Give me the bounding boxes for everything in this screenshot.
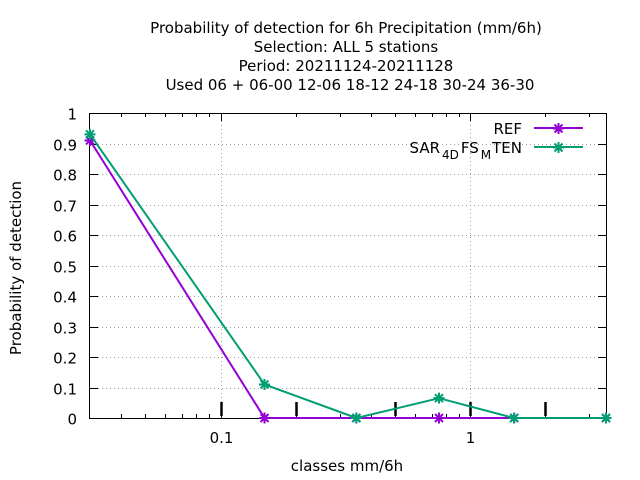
series-line [89, 133, 606, 419]
series-line [89, 139, 606, 419]
y-tick-label: 0.3 [53, 320, 77, 338]
legend-marker-sar [553, 142, 564, 153]
y-axis: 0 0.1 0.2 0.3 0.4 0.5 0.6 0.7 0.8 0.9 1 [53, 106, 606, 429]
data-point [433, 392, 445, 404]
legend-entry-sar: SAR 4D FS MTEN [410, 139, 583, 162]
legend: REF SAR 4D FS MTEN [410, 120, 583, 162]
grid-lines [90, 113, 606, 418]
y-tick-label: 0.2 [53, 350, 77, 368]
y-tick-label: 0.1 [53, 381, 77, 399]
y-tick-label: 0.9 [53, 137, 77, 155]
y-tick-label: 0.7 [53, 198, 77, 216]
y-tick-label: 0.4 [53, 289, 77, 307]
y-tick-label: 0.5 [53, 259, 77, 277]
y-tick-label: 0.8 [53, 167, 77, 185]
title-line-1: Probability of detection for 6h Precipit… [150, 19, 542, 37]
data-point [600, 412, 612, 424]
title-line-3: Period: 20211124-20211128 [239, 57, 454, 75]
data-point [258, 378, 270, 390]
y-tick-label: 0.6 [53, 228, 77, 246]
series-ref [84, 134, 612, 424]
legend-entry-ref: REF [493, 120, 583, 138]
data-point [84, 128, 96, 140]
legend-marker-ref [553, 123, 564, 134]
y-axis-label: Probability of detection [7, 181, 25, 355]
data-point [433, 412, 445, 424]
x-axis-label: classes mm/6h [291, 457, 403, 475]
series-sar [84, 128, 612, 424]
x-tick-label: 1 [466, 429, 476, 447]
data-point [258, 412, 270, 424]
y-tick-label: 0 [67, 411, 77, 429]
data-point [508, 412, 520, 424]
legend-label-sar: SAR 4D FS MTEN [410, 139, 522, 162]
x-tick-label: 0.1 [210, 429, 234, 447]
chart-title: Probability of detection for 6h Precipit… [150, 19, 542, 94]
title-line-2: Selection: ALL 5 stations [254, 38, 439, 56]
legend-label-ref: REF [493, 120, 522, 138]
data-point [84, 134, 96, 146]
title-line-4: Used 06 + 06-00 12-06 18-12 24-18 30-24 … [166, 76, 535, 94]
plot-frame [89, 113, 607, 419]
series-layer [84, 128, 612, 424]
data-point [350, 412, 362, 424]
y-tick-label: 1 [67, 106, 77, 124]
